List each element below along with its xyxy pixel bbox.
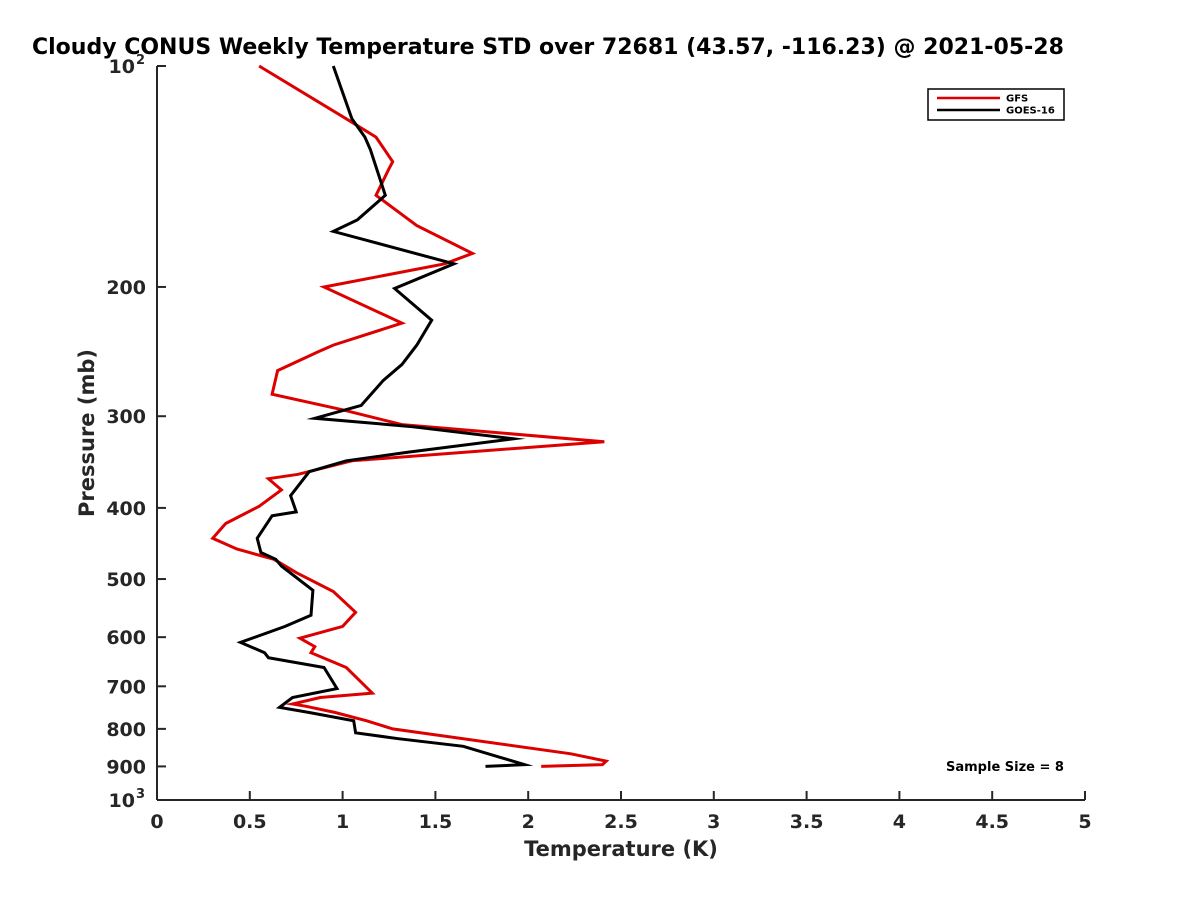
- y-tick-label: 200: [106, 277, 146, 299]
- legend-label-gfs: GFS: [1006, 94, 1028, 105]
- x-tick-label: 2: [522, 811, 535, 833]
- legend-box: [927, 88, 1065, 121]
- sample-size-annotation: Sample Size = 8: [946, 760, 1064, 775]
- series-line-goes-16: [236, 65, 534, 768]
- y-tick-label: 800: [106, 719, 146, 741]
- x-tick-label: 5: [1078, 811, 1091, 833]
- y-tick-label: 400: [106, 498, 146, 520]
- x-tick-label: 3: [707, 811, 720, 833]
- legend-label-goes-16: GOES-16: [1006, 106, 1055, 117]
- x-tick-label: 2.5: [604, 811, 638, 833]
- y-tick-label: 600: [106, 627, 146, 649]
- y-tick-label: 500: [106, 569, 146, 591]
- x-tick-label: 1: [336, 811, 349, 833]
- series-lines: [210, 64, 610, 768]
- x-tick-label: 4: [893, 811, 906, 833]
- y-tick-label: 900: [106, 756, 146, 778]
- y-tick-label: 700: [106, 676, 146, 698]
- x-tick-label: 0: [150, 811, 163, 833]
- x-tick-label: 0.5: [233, 811, 267, 833]
- y-tick-label: 300: [106, 406, 146, 428]
- x-axis-ticks: 0 0.5 1 1.5 2 2.5 3 3.5 4 4.5 5: [150, 791, 1092, 833]
- series-line-gfs: [210, 64, 610, 768]
- x-tick-label: 3.5: [790, 811, 824, 833]
- plot-area: [156, 66, 1085, 801]
- legend: GFS GOES-16: [927, 88, 1065, 121]
- x-tick-label: 4.5: [975, 811, 1009, 833]
- y-tick-label: 10: [109, 790, 135, 812]
- y-tick-exponent: 3: [136, 787, 145, 802]
- y-axis-label: Pressure (mb): [75, 349, 99, 517]
- x-tick-label: 1.5: [419, 811, 453, 833]
- x-axis-label: Temperature (K): [524, 837, 718, 861]
- chart-title: Cloudy CONUS Weekly Temperature STD over…: [32, 35, 1064, 60]
- y-tick-label: 10: [109, 56, 135, 78]
- y-tick-exponent: 2: [136, 53, 145, 68]
